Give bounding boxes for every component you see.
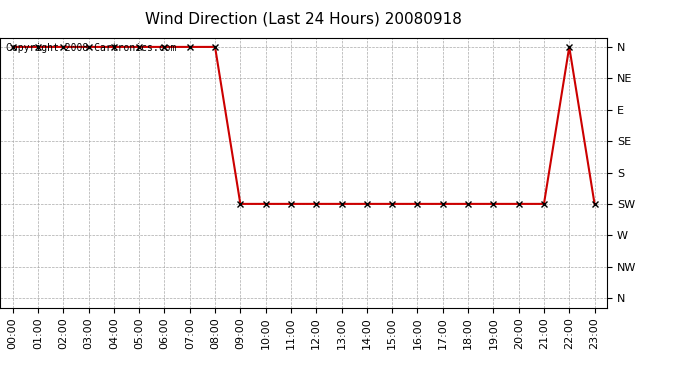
Text: Wind Direction (Last 24 Hours) 20080918: Wind Direction (Last 24 Hours) 20080918 — [145, 11, 462, 26]
Text: Copyright 2008 Cartronics.com: Copyright 2008 Cartronics.com — [6, 43, 177, 53]
